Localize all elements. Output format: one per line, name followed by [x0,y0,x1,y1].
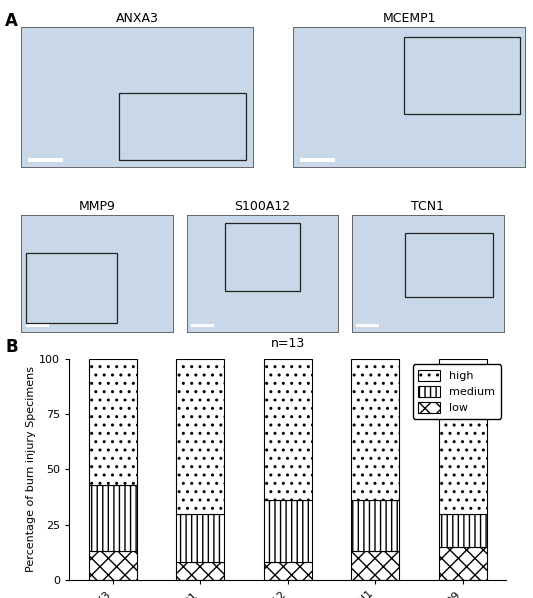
Bar [439,514,487,547]
Text: A: A [5,12,18,30]
Bar [351,551,399,580]
Bar [176,359,224,514]
Text: S100A12: S100A12 [235,200,290,213]
Text: TCN1: TCN1 [411,200,444,213]
Text: B: B [5,338,18,356]
Y-axis label: Percentage of burn injury Specimens: Percentage of burn injury Specimens [27,367,36,572]
Bar [351,501,399,551]
Bar [26,324,49,327]
Bar [405,36,520,114]
Bar [357,324,379,327]
Text: n=13: n=13 [271,337,305,350]
Bar [405,233,493,297]
Bar [89,359,137,485]
Bar [439,359,487,514]
Text: MMP9: MMP9 [79,200,116,213]
Bar [300,158,335,162]
Bar [28,158,63,162]
Bar [264,359,312,501]
Bar [119,93,246,160]
Bar [224,224,301,291]
Bar [351,359,399,501]
Bar [191,324,214,327]
Bar [176,514,224,562]
Bar [264,562,312,580]
Text: ANXA3: ANXA3 [116,11,159,25]
Bar [89,551,137,580]
Bar [264,501,312,562]
Text: MCEMP1: MCEMP1 [382,11,436,25]
Bar [89,485,137,551]
Bar [26,252,117,322]
Bar [439,547,487,580]
Legend: high, medium, low: high, medium, low [413,364,501,419]
Bar [176,562,224,580]
